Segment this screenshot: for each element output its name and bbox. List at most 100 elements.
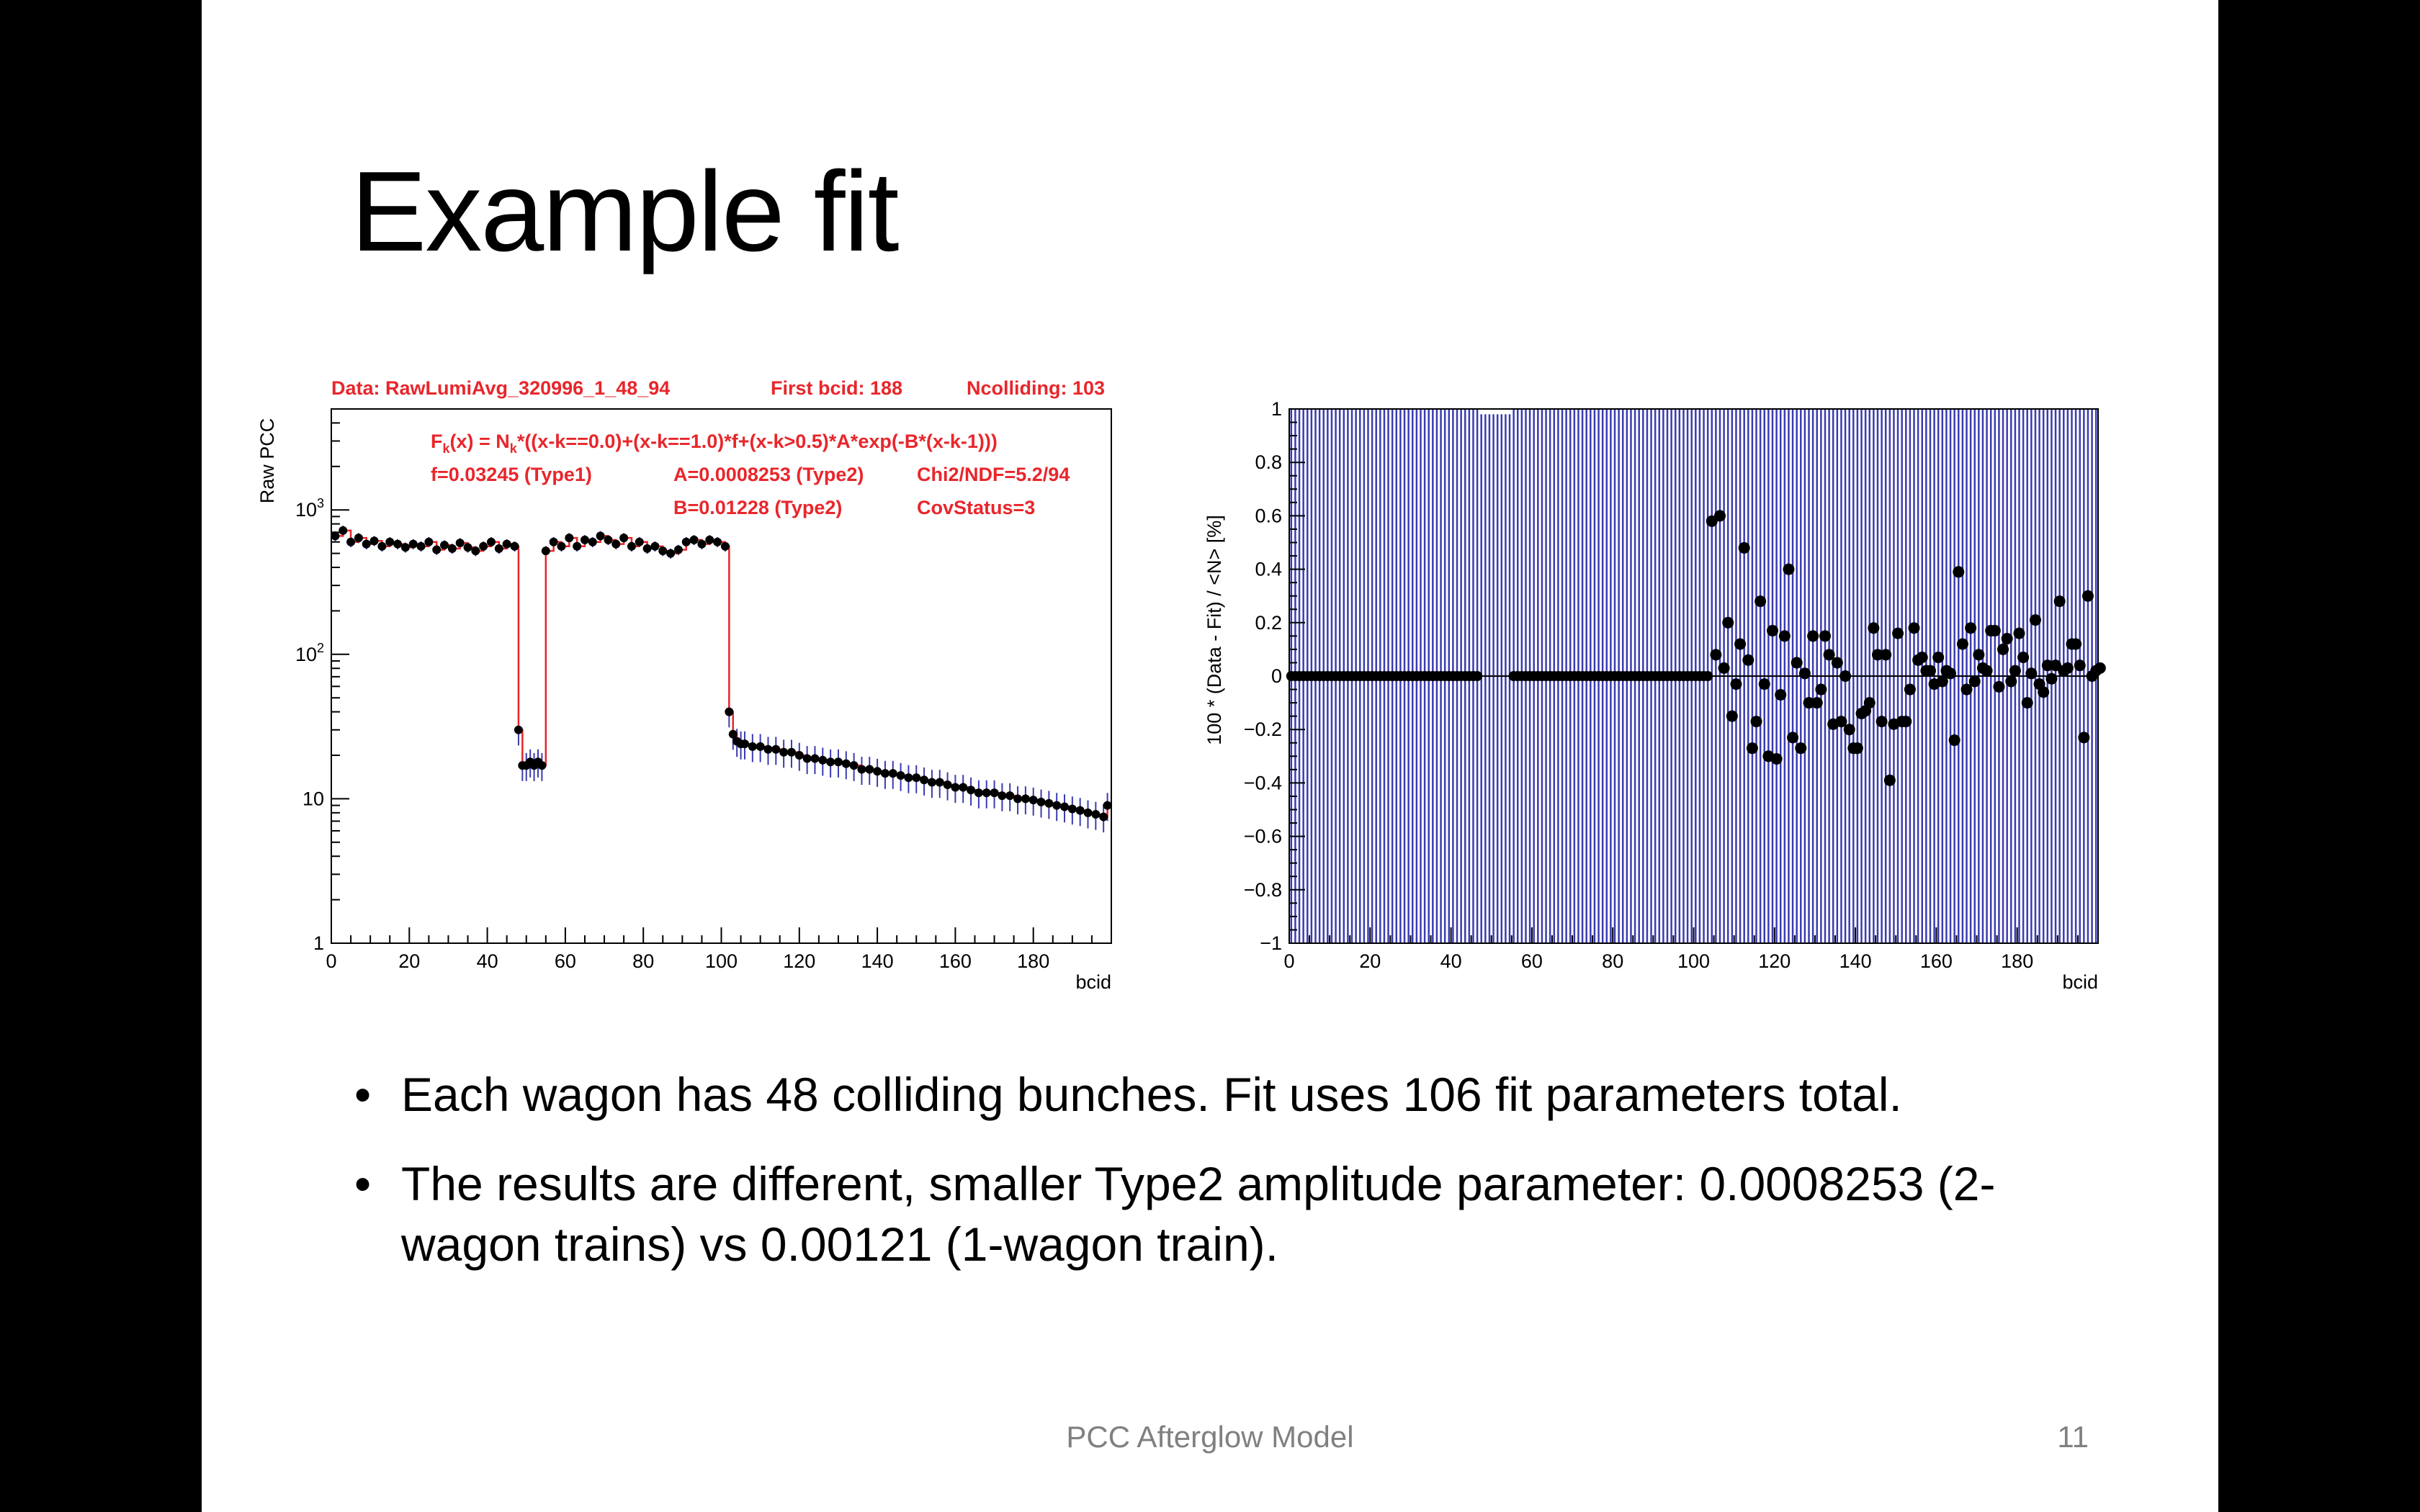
y-tick-label: 0.2 [1255, 612, 1282, 634]
data-point [1904, 683, 1916, 696]
x-tick-label: 140 [861, 950, 894, 972]
data-point [865, 765, 874, 774]
data-point [514, 725, 523, 734]
x-tick-label: 0 [1283, 950, 1294, 972]
data-point [935, 778, 944, 787]
data-point [440, 541, 449, 550]
data-point [967, 786, 976, 795]
data-point [393, 539, 403, 549]
data-point [763, 744, 773, 754]
data-point [1726, 710, 1738, 722]
data-point [424, 537, 434, 546]
data-point [1710, 649, 1722, 661]
data-point [1936, 675, 1948, 688]
data-point [619, 534, 629, 543]
data-point [1924, 665, 1936, 677]
data-point [920, 775, 929, 785]
data-point [1060, 802, 1070, 811]
plot-first-bcid-label: First bcid: 188 [771, 377, 902, 399]
data-point [2025, 667, 2038, 680]
data-point [720, 541, 730, 551]
data-point [1044, 798, 1054, 808]
data-point [849, 761, 859, 770]
data-point [1005, 791, 1015, 801]
data-point [912, 773, 921, 783]
data-point [841, 759, 851, 768]
data-point [673, 545, 683, 554]
data-point [1948, 734, 1960, 747]
data-point [596, 531, 605, 541]
data-point [1892, 627, 1904, 639]
bullet-item: • The results are different, smaller Type… [354, 1153, 2119, 1274]
slide: Example fit Data: RawLumiAvg_320996_1_48… [202, 0, 2218, 1512]
data-point [689, 535, 699, 544]
x-tick-label: 140 [1839, 950, 1872, 972]
data-point [1795, 742, 1807, 755]
data-point [1013, 794, 1023, 804]
data-point [2017, 652, 2030, 664]
data-point [1835, 716, 1847, 728]
data-point [1722, 616, 1734, 629]
x-tick-label: 40 [477, 950, 498, 972]
y-tick-label: 102 [295, 641, 324, 665]
data-point [826, 757, 835, 767]
data-point [1738, 541, 1750, 554]
x-tick-label: 180 [2001, 950, 2033, 972]
data-point [1815, 683, 1827, 696]
data-point [1883, 774, 1896, 786]
footer-title: PCC Afterglow Model [1066, 1420, 1354, 1454]
data-point [471, 546, 480, 556]
data-point [1968, 675, 1981, 688]
data-point [537, 761, 547, 770]
x-tick-label: 120 [783, 950, 815, 972]
data-point [1798, 667, 1811, 680]
data-point [1851, 742, 1863, 755]
data-point [2070, 638, 2082, 650]
data-point [1973, 649, 1985, 661]
fit-param-chi2: Chi2/NDF=5.2/94 [917, 464, 1070, 485]
data-point [1787, 732, 1799, 744]
y-tick-label: 0.8 [1255, 451, 1282, 473]
x-tick-label: 100 [1677, 950, 1710, 972]
data-point [974, 788, 983, 798]
data-point [1960, 683, 1973, 696]
data-point [1916, 652, 1928, 664]
data-point [756, 742, 765, 751]
data-point [1900, 716, 1912, 728]
x-tick-label: 120 [1758, 950, 1791, 972]
data-point [463, 543, 472, 552]
data-point [1956, 638, 1968, 650]
data-point [2041, 660, 2053, 672]
data-point [888, 769, 897, 778]
data-point [681, 537, 691, 546]
data-point [2021, 697, 2033, 709]
data-point [565, 534, 574, 543]
bullet-dot-icon: • [354, 1157, 372, 1210]
raw-pcc-fit-plot: Data: RawLumiAvg_320996_1_48_94 First bc… [202, 360, 1138, 1008]
residual-chart: 100 * (Data - Fit) / <N> [%] bcid 0 20 40 6… [1204, 398, 2106, 993]
data-point [1742, 654, 1754, 666]
bullet-text: The results are different, smaller Type2… [401, 1157, 1996, 1271]
data-point [959, 783, 968, 792]
data-point [771, 744, 781, 754]
x-tick-label: 80 [1602, 950, 1623, 972]
data-point [1052, 801, 1062, 810]
data-point [2001, 633, 2013, 645]
data-point [857, 765, 866, 774]
x-tick-label: 60 [555, 950, 576, 972]
data-point [873, 767, 882, 776]
data-point [998, 791, 1007, 801]
data-point [1091, 810, 1101, 819]
plot-frame [331, 408, 1112, 944]
y-tick-label: 0.4 [1255, 559, 1282, 580]
data-point [1811, 697, 1823, 709]
data-point [635, 537, 644, 546]
data-point [573, 541, 582, 551]
data-point [1783, 563, 1795, 575]
data-point [1472, 671, 1483, 681]
data-point [740, 739, 749, 749]
data-point [331, 531, 340, 541]
data-point [362, 539, 371, 549]
data-point [1746, 742, 1758, 755]
slide-title: Example fit [351, 148, 900, 275]
